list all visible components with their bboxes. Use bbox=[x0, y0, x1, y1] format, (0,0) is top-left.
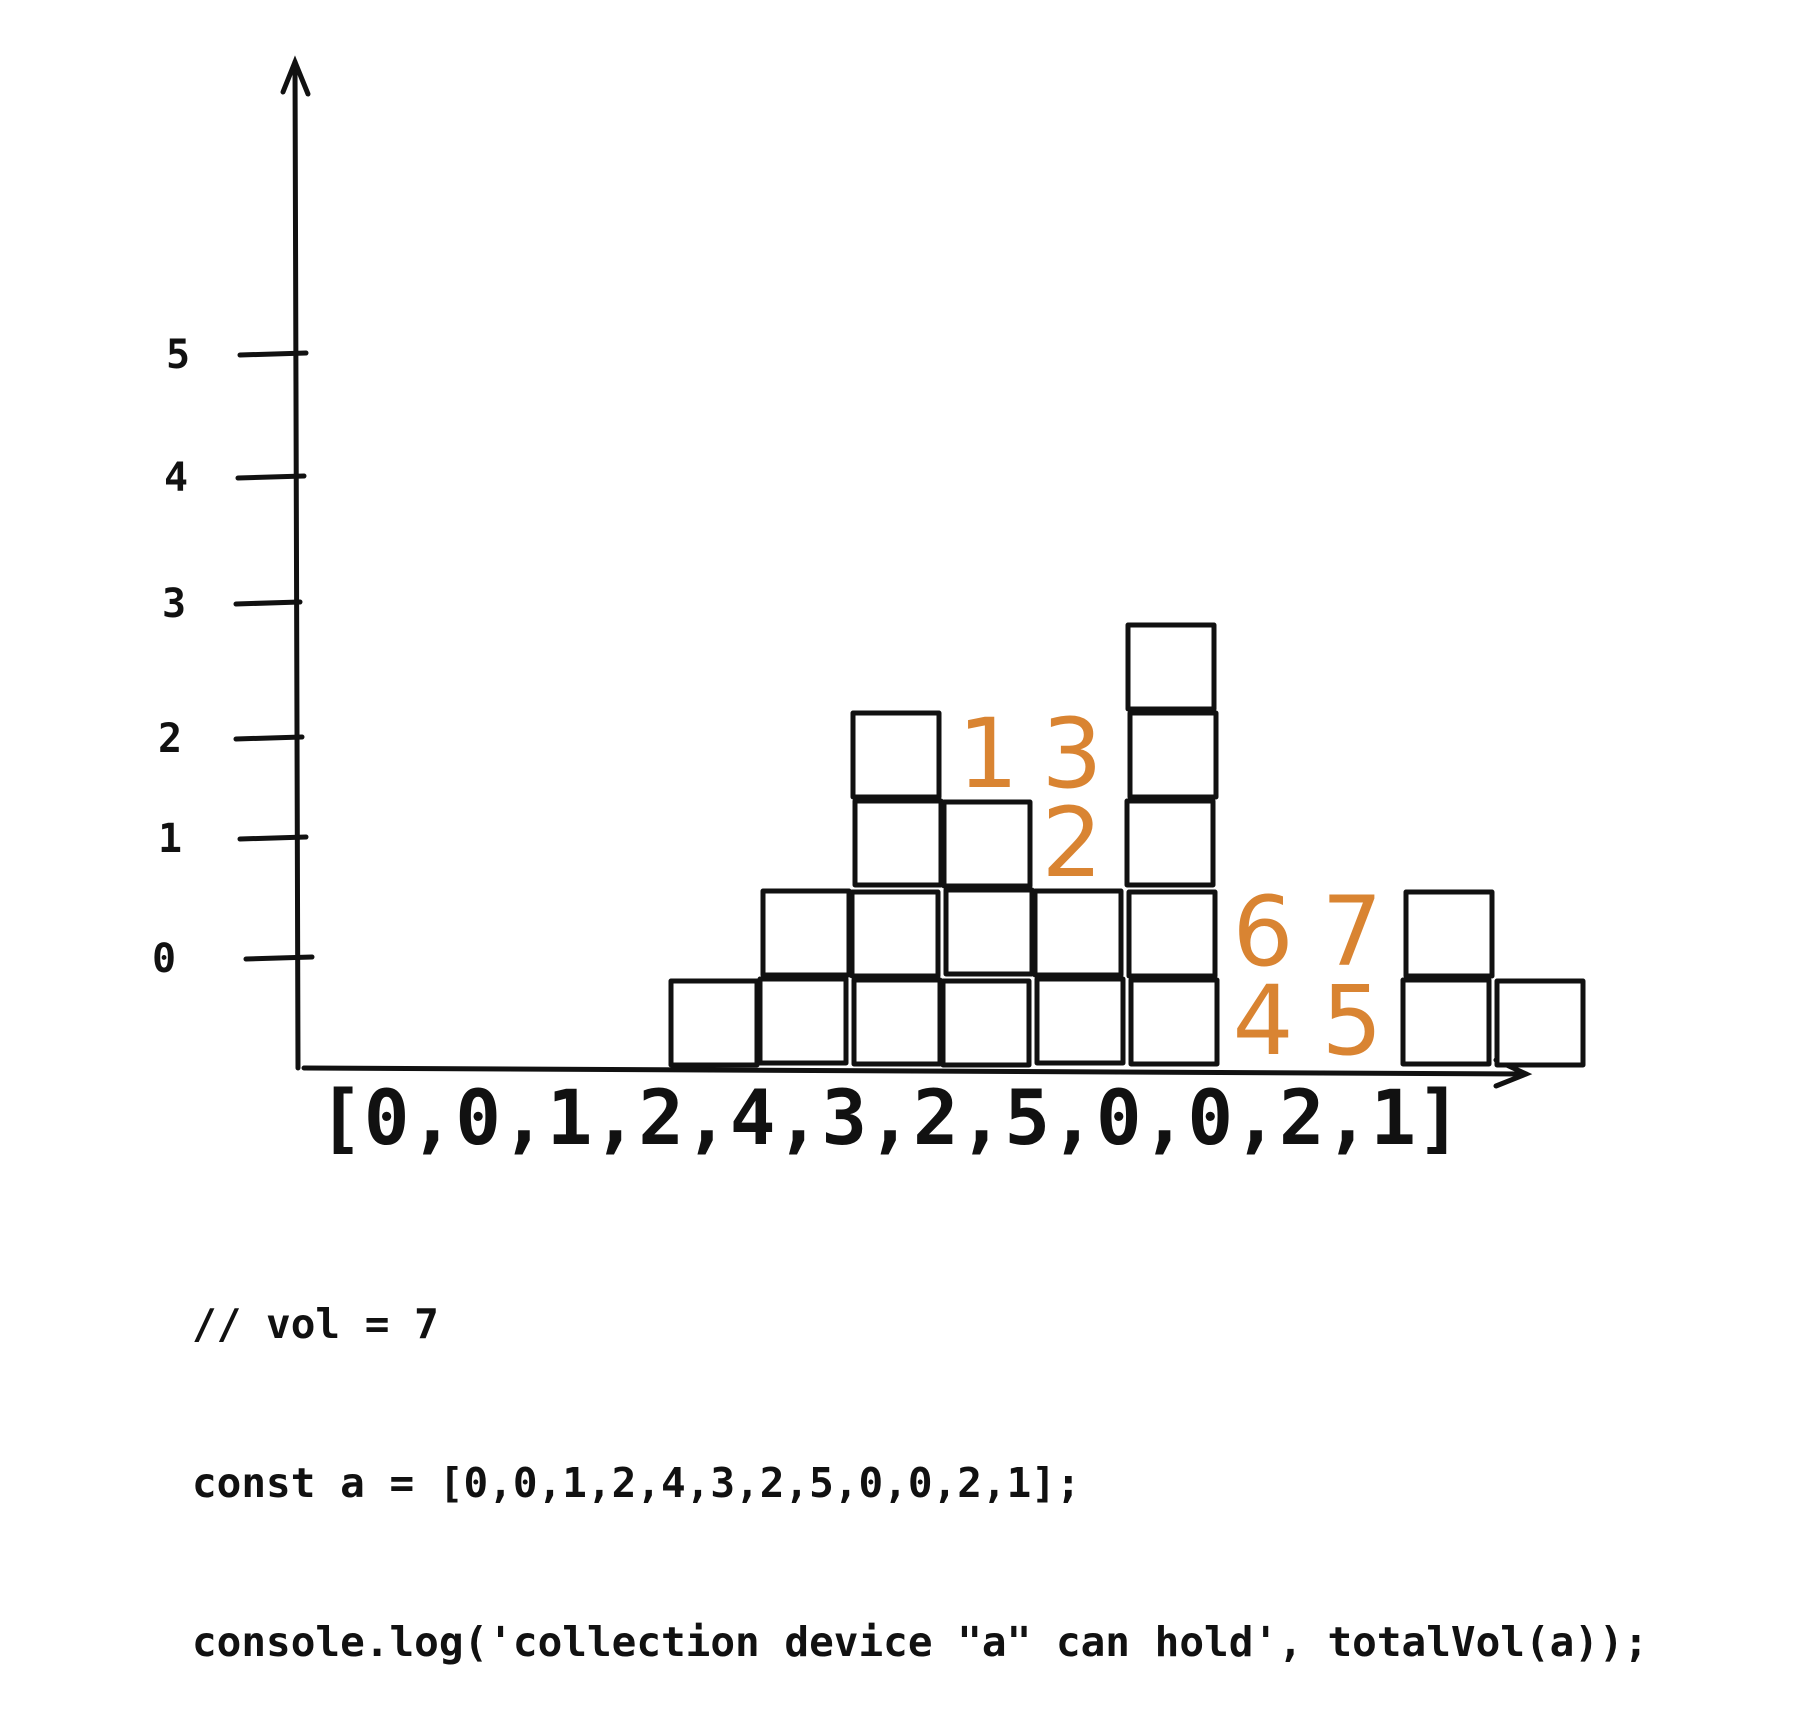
block bbox=[1127, 710, 1219, 800]
block bbox=[1400, 977, 1492, 1067]
block bbox=[760, 888, 852, 978]
y-tick-2 bbox=[233, 734, 305, 742]
water-unit-labels: 1 32 6 74 5 bbox=[957, 698, 1382, 1077]
y-tick-5 bbox=[237, 350, 309, 358]
x-axis bbox=[301, 1065, 1529, 1077]
y-tick-0 bbox=[243, 954, 315, 962]
y-tick-label-1: 1 bbox=[158, 816, 182, 862]
water-unit-2: 2 bbox=[1041, 787, 1102, 899]
block bbox=[1403, 889, 1495, 979]
y-axis bbox=[292, 59, 301, 1071]
block bbox=[851, 977, 943, 1067]
water-unit-3: 3 bbox=[1041, 698, 1102, 810]
block bbox=[757, 976, 849, 1066]
y-tick-4 bbox=[235, 473, 307, 481]
y-tick-3 bbox=[233, 599, 303, 607]
block bbox=[850, 710, 942, 800]
block bbox=[941, 799, 1033, 889]
water-unit-1: 1 bbox=[957, 698, 1018, 810]
block bbox=[1128, 977, 1220, 1067]
block bbox=[668, 978, 760, 1068]
water-unit-6: 6 bbox=[1232, 876, 1293, 988]
block bbox=[852, 798, 944, 888]
block bbox=[1125, 622, 1217, 712]
y-tick-label-2: 2 bbox=[158, 716, 182, 762]
water-unit-7: 7 bbox=[1321, 876, 1382, 988]
y-axis-arrowhead bbox=[280, 55, 311, 97]
y-tick-label-5: 5 bbox=[166, 332, 190, 378]
code-line-comment: // vol = 7 bbox=[192, 1300, 439, 1348]
block bbox=[849, 889, 941, 979]
code-line-const: const a = [0,0,1,2,4,3,2,5,0,0,2,1]; bbox=[192, 1459, 1081, 1507]
block bbox=[940, 978, 1032, 1068]
block bbox=[943, 887, 1035, 977]
height-blocks bbox=[668, 622, 1586, 1068]
block bbox=[1032, 888, 1124, 978]
water-unit-5: 5 bbox=[1321, 965, 1382, 1077]
code-line-console: console.log('collection device "a" can h… bbox=[192, 1618, 1649, 1666]
y-axis-ticks: 0 1 2 3 4 5 bbox=[152, 332, 315, 982]
y-tick-label-3: 3 bbox=[162, 581, 186, 627]
block bbox=[1034, 976, 1126, 1066]
y-tick-label-4: 4 bbox=[164, 455, 188, 501]
array-label: [0,0,1,2,4,3,2,5,0,0,2,1] bbox=[318, 1073, 1462, 1162]
block bbox=[1126, 889, 1218, 979]
y-tick-label-0: 0 bbox=[152, 936, 176, 982]
block bbox=[1494, 978, 1586, 1068]
block bbox=[1124, 798, 1216, 888]
water-unit-4: 4 bbox=[1232, 965, 1293, 1077]
code-snippet: // vol = 7 const a = [0,0,1,2,4,3,2,5,0,… bbox=[192, 1192, 1648, 1722]
y-tick-1 bbox=[237, 834, 309, 842]
